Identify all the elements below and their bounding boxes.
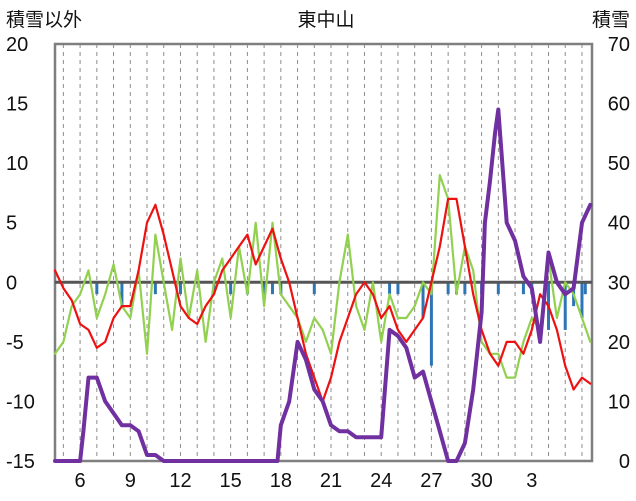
- bar: [446, 282, 450, 295]
- x-tick-label: 18: [270, 470, 292, 492]
- left-tick-label: -15: [6, 451, 35, 473]
- x-tick-label: 9: [125, 470, 136, 492]
- bar: [496, 282, 500, 295]
- bar: [429, 282, 433, 366]
- x-tick-label: 3: [526, 470, 537, 492]
- right-y-ticks: 70 60 50 40 30 20 10 0: [608, 34, 630, 473]
- left-tick-label: 10: [6, 153, 28, 175]
- bar: [421, 282, 425, 319]
- bar: [312, 282, 316, 295]
- bar: [95, 282, 99, 295]
- bar: [270, 282, 274, 295]
- x-tick-label: 12: [169, 470, 191, 492]
- plot-frame: [53, 42, 594, 463]
- x-tick-label: 24: [370, 470, 392, 492]
- x-tick-label: 27: [420, 470, 442, 492]
- right-tick-label: 60: [608, 94, 630, 116]
- right-tick-label: 20: [608, 332, 630, 354]
- series-line-green: [53, 174, 592, 379]
- right-tick-label: 30: [608, 272, 630, 294]
- x-tick-label: 15: [220, 470, 242, 492]
- x-ticks: 6 9 12 15 18 21 24 27 30 3: [75, 470, 538, 492]
- bar: [229, 282, 233, 295]
- left-tick-label: 5: [6, 213, 17, 235]
- left-tick-label: 0: [6, 272, 17, 294]
- bar: [120, 282, 124, 307]
- line-series: [53, 107, 593, 463]
- bar: [178, 282, 182, 295]
- bar: [583, 282, 587, 295]
- left-tick-label: -5: [6, 332, 24, 354]
- x-tick-label: 21: [320, 470, 342, 492]
- left-tick-label: 20: [6, 34, 28, 56]
- day-gridlines: [62, 44, 583, 461]
- bar: [463, 282, 467, 295]
- left-tick-label: -10: [6, 391, 35, 413]
- left-tick-label: 15: [6, 94, 28, 116]
- chart-title: 東中山: [297, 9, 354, 31]
- bar-series: [95, 282, 587, 366]
- bar: [396, 282, 400, 295]
- right-tick-label: 70: [608, 34, 630, 56]
- left-axis-label: 積雪以外: [6, 9, 82, 31]
- right-axis-label: 積雪: [592, 9, 630, 31]
- bar: [262, 282, 266, 295]
- right-tick-label: 50: [608, 153, 630, 175]
- bar: [153, 282, 157, 295]
- right-tick-label: 10: [608, 391, 630, 413]
- bar: [563, 282, 567, 330]
- bar: [521, 282, 525, 295]
- series-line-purple: [53, 107, 593, 463]
- x-tick-label: 6: [75, 470, 86, 492]
- x-tick-label: 30: [470, 470, 492, 492]
- right-tick-label: 40: [608, 213, 630, 235]
- left-y-ticks: 20 15 10 5 0 -5 -10 -15: [6, 34, 35, 473]
- right-tick-label: 0: [619, 451, 630, 473]
- bar: [580, 282, 584, 319]
- bar: [388, 282, 392, 295]
